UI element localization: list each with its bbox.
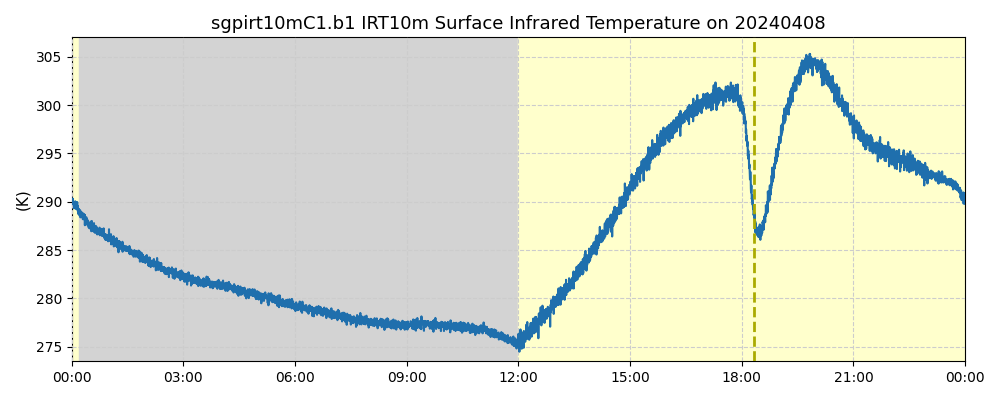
Bar <box>518 37 965 361</box>
Bar <box>72 37 79 361</box>
Bar <box>79 37 518 361</box>
Title: sgpirt10mC1.b1 IRT10m Surface Infrared Temperature on 20240408: sgpirt10mC1.b1 IRT10m Surface Infrared T… <box>211 15 826 33</box>
Y-axis label: (K): (K) <box>15 188 30 210</box>
